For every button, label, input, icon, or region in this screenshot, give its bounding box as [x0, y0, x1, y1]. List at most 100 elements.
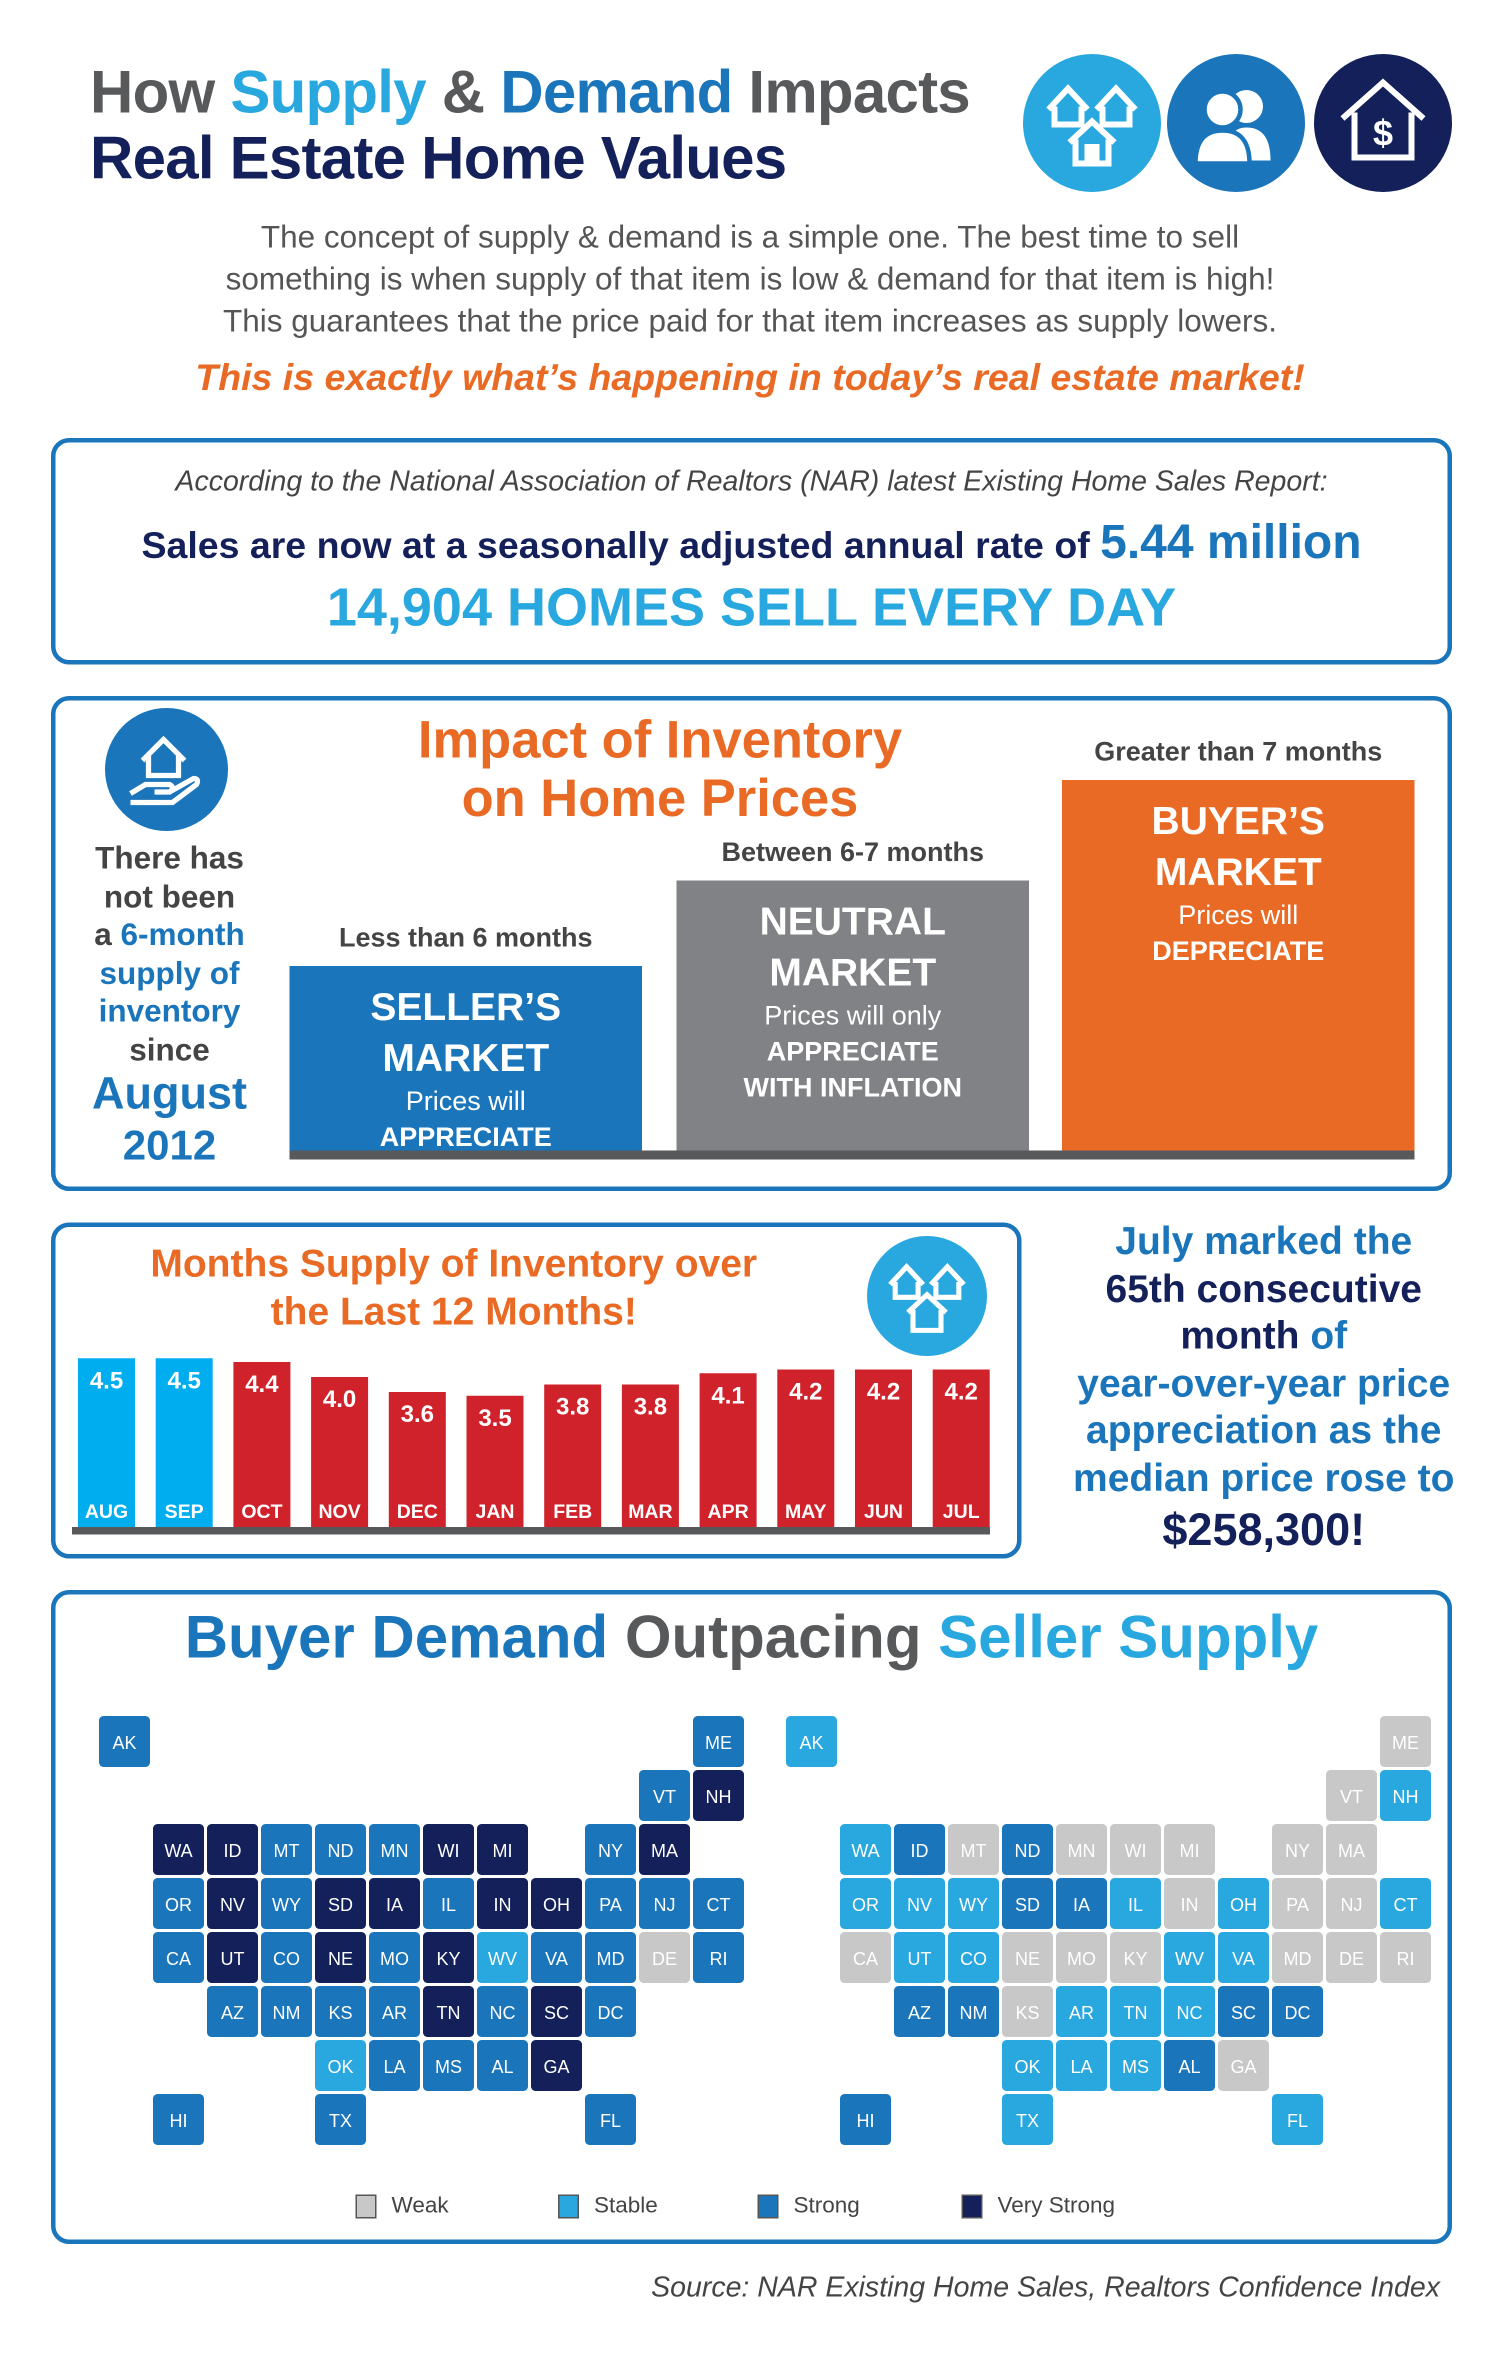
price-appreciation-text: July marked the 65th consecutive month o… [1073, 1218, 1455, 1556]
svg-text:OH: OH [1230, 1895, 1257, 1915]
svg-text:HI: HI [857, 2111, 875, 2131]
state-ne: NE [1002, 1932, 1053, 1983]
market-text: NEUTRAL [759, 898, 946, 944]
svg-text:AR: AR [382, 2003, 407, 2023]
state-mt: MT [261, 1824, 312, 1875]
market-text: Prices will only [764, 1000, 942, 1031]
svg-text:NC: NC [490, 2003, 516, 2023]
svg-text:MI: MI [1180, 1841, 1200, 1861]
svg-text:NY: NY [1285, 1841, 1310, 1861]
svg-text:WA: WA [164, 1841, 192, 1861]
category-label: APR [708, 1501, 749, 1523]
state-nj: NJ [639, 1878, 690, 1929]
svg-text:AL: AL [1178, 2057, 1200, 2077]
svg-text:IL: IL [1128, 1895, 1143, 1915]
svg-text:IN: IN [494, 1895, 512, 1915]
svg-text:OH: OH [543, 1895, 570, 1915]
legend-item: Weak [355, 2193, 449, 2219]
state-wa: WA [840, 1824, 891, 1875]
homes-per-day: 14,904 HOMES SELL EVERY DAY [326, 576, 1177, 638]
state-wv: WV [1164, 1932, 1215, 1983]
svg-text:PA: PA [1286, 1895, 1309, 1915]
svg-text:VA: VA [545, 1949, 568, 1969]
svg-text:KS: KS [1015, 2003, 1039, 2023]
svg-text:CT: CT [1394, 1895, 1418, 1915]
svg-text:VT: VT [1340, 1787, 1363, 1807]
state-id: ID [894, 1824, 945, 1875]
state-il: IL [1110, 1878, 1161, 1929]
svg-text:VT: VT [653, 1787, 676, 1807]
svg-text:SC: SC [544, 2003, 569, 2023]
bar-aug [78, 1358, 135, 1527]
svg-text:TN: TN [437, 2003, 461, 2023]
data-label: 3.5 [478, 1405, 511, 1432]
svg-text:NC: NC [1177, 2003, 1203, 2023]
svg-text:NY: NY [598, 1841, 623, 1861]
market-text: Prices will [1178, 900, 1299, 930]
svg-text:DC: DC [598, 2003, 624, 2023]
svg-text:NE: NE [328, 1949, 353, 1969]
state-sd: SD [315, 1878, 366, 1929]
svg-text:OK: OK [327, 2057, 353, 2077]
state-nh: NH [693, 1770, 744, 1821]
market-text: MARKET [769, 949, 937, 995]
state-sd: SD [1002, 1878, 1053, 1929]
svg-text:NV: NV [220, 1895, 245, 1915]
state-nd: ND [1002, 1824, 1053, 1875]
market-range-label: Less than 6 months [338, 922, 593, 953]
market-text: MARKET [1154, 849, 1322, 894]
legend-label: Weak [391, 2193, 449, 2219]
bar-feb [544, 1384, 602, 1527]
svg-text:LA: LA [1070, 2057, 1092, 2077]
state-ne: NE [315, 1932, 366, 1983]
category-label: DEC [397, 1501, 438, 1523]
state-ar: AR [369, 1986, 420, 2037]
market-text: DEPRECIATE [1152, 936, 1325, 966]
state-wy: WY [948, 1878, 999, 1929]
svg-text:$: $ [1373, 113, 1393, 154]
state-mi: MI [477, 1824, 528, 1875]
svg-text:CA: CA [853, 1949, 878, 1969]
market-bar: SELLER’S MARKET Prices will APPRECIATE [289, 966, 642, 1152]
category-label: MAR [628, 1501, 672, 1523]
svg-text:ME: ME [1392, 1733, 1419, 1753]
svg-text:CO: CO [960, 1949, 987, 1969]
svg-text:OR: OR [852, 1895, 879, 1915]
state-mi: MI [1164, 1824, 1215, 1875]
state-ks: KS [1002, 1986, 1053, 2037]
no-supply-since-text: There has not been a 6-month supply of inv… [91, 841, 247, 1169]
svg-text:MO: MO [1067, 1949, 1096, 1969]
state-la: LA [369, 2040, 420, 2091]
state-mn: MN [1056, 1824, 1107, 1875]
svg-text:DC: DC [1285, 2003, 1311, 2023]
state-ga: GA [531, 2040, 582, 2091]
svg-text:TN: TN [1124, 2003, 1148, 2023]
svg-text:MD: MD [1284, 1949, 1312, 1969]
sales-box: According to the National Association of… [51, 438, 1452, 665]
data-label: 3.8 [556, 1394, 589, 1421]
svg-text:RI: RI [710, 1949, 728, 1969]
state-ia: IA [369, 1878, 420, 1929]
market-text: APPRECIATE [379, 1122, 552, 1152]
state-nj: NJ [1326, 1878, 1377, 1929]
category-label: AUG [85, 1501, 128, 1523]
state-ms: MS [423, 2040, 474, 2091]
svg-text:KY: KY [1123, 1949, 1147, 1969]
state-md: MD [585, 1932, 636, 1983]
svg-text:AZ: AZ [908, 2003, 931, 2023]
svg-text:UT: UT [221, 1949, 245, 1969]
market-text: APPRECIATE [766, 1036, 939, 1067]
state-ga: GA [1218, 2040, 1269, 2091]
state-or: OR [153, 1878, 204, 1929]
state-nc: NC [1164, 1986, 1215, 2037]
svg-text:GA: GA [1230, 2057, 1256, 2077]
houses-icon [1023, 54, 1161, 192]
state-ma: MA [639, 1824, 690, 1875]
bar-nov [311, 1377, 369, 1527]
state-me: ME [693, 1716, 744, 1767]
market-range-label: Between 6-7 months [721, 837, 985, 867]
svg-text:WV: WV [1175, 1949, 1204, 1969]
svg-text:LA: LA [383, 2057, 405, 2077]
state-ri: RI [1380, 1932, 1431, 1983]
chart-title: Months Supply of Inventory over the Last … [150, 1240, 758, 1334]
